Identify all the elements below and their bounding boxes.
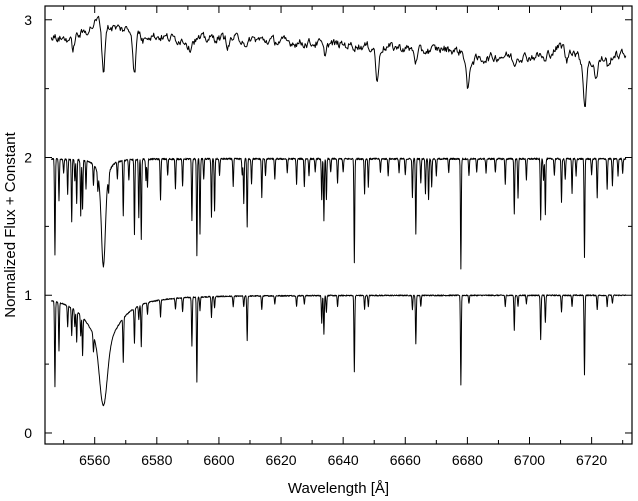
y-tick-label: 3 — [24, 12, 32, 28]
x-tick-label: 6660 — [390, 452, 421, 468]
spectrum-line-2 — [50, 157, 627, 270]
x-tick-label: 6680 — [452, 452, 483, 468]
x-tick-label: 6700 — [514, 452, 545, 468]
y-tick-label: 1 — [24, 287, 32, 303]
x-tick-label: 6640 — [328, 452, 359, 468]
y-tick-label: 0 — [24, 425, 32, 441]
plot-frame — [44, 5, 633, 445]
spectra-group — [50, 15, 627, 407]
axes-group: 6560 6580 6600 6620 6640 6660 6680 6700 6720 0 1 2 3 — [24, 5, 633, 468]
x-axis-label: Wavelength [Å] — [288, 480, 389, 497]
x-tick-label: 6620 — [265, 452, 296, 468]
x-tick-label: 6600 — [203, 452, 234, 468]
x-tick-label: 6720 — [576, 452, 607, 468]
x-tick-label: 6580 — [141, 452, 172, 468]
y-tick-label: 2 — [24, 150, 32, 166]
spectrum-line-1 — [50, 294, 627, 407]
y-axis-label: Normalized Flux + Constant — [2, 131, 19, 317]
spectrum-line-3 — [50, 15, 627, 107]
x-tick-label: 6560 — [79, 452, 110, 468]
